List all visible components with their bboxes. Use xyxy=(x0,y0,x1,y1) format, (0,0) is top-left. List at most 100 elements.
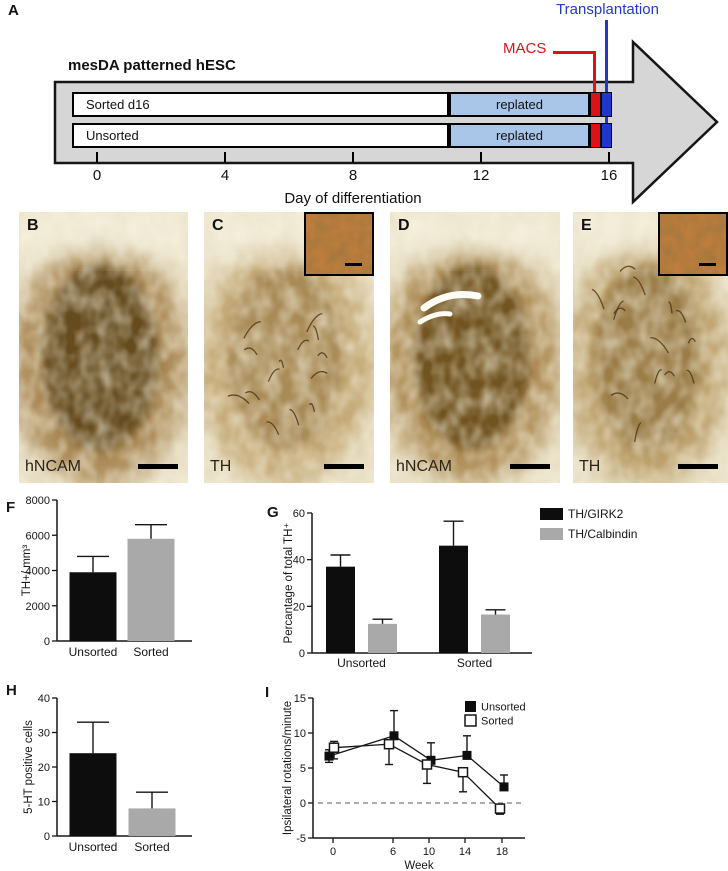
y-tick-label: 20 xyxy=(38,762,50,774)
y-tick-label: 30 xyxy=(38,728,50,740)
inset-texture xyxy=(658,212,728,276)
legend-swatch xyxy=(540,528,563,540)
neurite-fiber xyxy=(227,394,250,405)
neurite-fiber xyxy=(610,392,629,400)
micrograph-e-image xyxy=(573,212,728,483)
transplantation-connector xyxy=(605,20,608,147)
legend-label: Sorted xyxy=(481,716,513,728)
bar-th-girk2 xyxy=(326,566,355,653)
tissue-speckle xyxy=(390,212,560,483)
neurite-fiber xyxy=(650,337,670,354)
y-tick-label: 0 xyxy=(44,636,50,648)
neurite-fiber xyxy=(243,321,261,339)
neurite-fiber xyxy=(686,369,695,384)
y-tick-label: 10 xyxy=(294,728,306,740)
y-tick-label: 60 xyxy=(293,508,305,520)
neurite-fiber xyxy=(310,370,328,379)
x-tick-label: 6 xyxy=(390,846,396,858)
legend-swatch xyxy=(464,714,477,727)
panel-h-chart: H 0 10 20 30 40 Unsorted Sorted 5-HT positive ce… xyxy=(0,672,240,871)
bar-th-calbindin xyxy=(481,614,510,653)
data-point-unsorted xyxy=(324,751,334,761)
neurite-fiber xyxy=(687,337,696,344)
data-point-sorted xyxy=(494,803,506,814)
day-tick-0 xyxy=(96,152,98,163)
panel-d-scale-bar xyxy=(510,464,550,469)
category-label: Sorted xyxy=(457,656,492,670)
timeline-bar-sorted-replated: replated xyxy=(449,92,590,117)
y-tick-label: 40 xyxy=(38,693,50,705)
panel-d-stain-label: hNCAM xyxy=(396,458,453,475)
panel-b-scale-bar xyxy=(138,464,178,469)
panel-e-scale-bar xyxy=(678,464,718,469)
legend-label: TH/Calbindin xyxy=(568,527,637,541)
inset-border xyxy=(304,212,374,276)
y-tick-label: 10 xyxy=(38,797,50,809)
x-tick-label: 0 xyxy=(330,846,336,858)
y-tick-label: 8000 xyxy=(26,495,50,507)
neurite-fiber xyxy=(278,359,285,368)
neurite-fiber xyxy=(243,347,258,356)
neurite-fiber xyxy=(267,368,280,382)
timeline-arrow xyxy=(53,39,719,205)
tissue-crack xyxy=(420,291,482,312)
timeline-bar-unsorted-replated: replated xyxy=(449,123,590,148)
series-line-unsorted xyxy=(328,735,505,788)
panel-f-letter: F xyxy=(6,499,15,516)
panel-e-stain-label: TH xyxy=(579,458,601,475)
day-tick-label-16: 16 xyxy=(600,167,618,184)
data-point-sorted xyxy=(328,742,340,753)
neurite-fiber xyxy=(654,369,662,384)
y-axis-label: TH+/ mm³ xyxy=(21,545,33,597)
neurite-fiber xyxy=(306,312,323,333)
micrograph-d: D hNCAM xyxy=(390,212,560,483)
y-tick-label: -5 xyxy=(296,833,306,845)
timeline-bar-unsorted-macs-segment xyxy=(590,123,601,148)
micrograph-d-image xyxy=(390,212,560,483)
neurite-fiber xyxy=(664,371,675,377)
series-line-sorted xyxy=(333,743,501,810)
neurite-fiber xyxy=(266,421,280,435)
x-tick-label: 18 xyxy=(496,846,508,858)
panel-b-stain-label: hNCAM xyxy=(25,458,82,475)
neurite-fiber xyxy=(309,403,316,412)
day-tick-label-12: 12 xyxy=(472,167,490,184)
y-tick-label: 6000 xyxy=(26,530,50,542)
inset-border xyxy=(658,212,728,276)
day-tick-12 xyxy=(480,152,482,163)
timeline-arrow-shape xyxy=(53,39,719,205)
tissue-crack xyxy=(417,311,453,325)
inset-scale-bar xyxy=(345,263,362,266)
inset-scale-bar xyxy=(699,263,716,266)
timeline-bar-unsorted: Unsorted replated xyxy=(72,123,612,148)
y-tick-label: 40 xyxy=(293,555,305,567)
neurite-fiber xyxy=(675,309,687,323)
neurite-fiber xyxy=(317,352,328,359)
data-point-unsorted xyxy=(499,782,509,792)
category-label: Sorted xyxy=(133,645,168,659)
y-tick-label: 0 xyxy=(44,831,50,843)
y-axis-label: Ipsilateral rotations/minute xyxy=(282,701,294,835)
y-tick-label: 5 xyxy=(300,763,306,775)
y-axis-label: Percantage of total TH⁺ xyxy=(283,523,295,644)
day-tick-label-4: 4 xyxy=(220,167,230,184)
timeline-bar-unsorted-transplant-segment xyxy=(601,123,612,148)
neurite-fiber xyxy=(289,408,300,426)
data-point-unsorted xyxy=(389,731,399,741)
neurite-fiber xyxy=(312,325,320,341)
y-tick-label: 2000 xyxy=(26,601,50,613)
panel-c-letter: C xyxy=(212,217,224,234)
panel-g-chart: G 0 20 40 60 Unsorted Sorted Percantage of tota… xyxy=(240,490,728,677)
tissue-speckle xyxy=(19,212,188,483)
timeline-bar-sorted: Sorted d16 replated xyxy=(72,92,612,117)
macs-connector-vertical xyxy=(593,51,596,93)
timeline-bar-sorted-label: Sorted d16 xyxy=(72,92,449,117)
bar-sorted xyxy=(128,808,176,836)
panel-h-letter: H xyxy=(6,682,17,699)
y-tick-label: 15 xyxy=(294,693,306,705)
panel-a-letter: A xyxy=(8,2,19,19)
bar-unsorted xyxy=(69,753,117,836)
legend-swatch xyxy=(465,701,476,712)
timeline-bar-sorted-macs-segment xyxy=(590,92,601,117)
